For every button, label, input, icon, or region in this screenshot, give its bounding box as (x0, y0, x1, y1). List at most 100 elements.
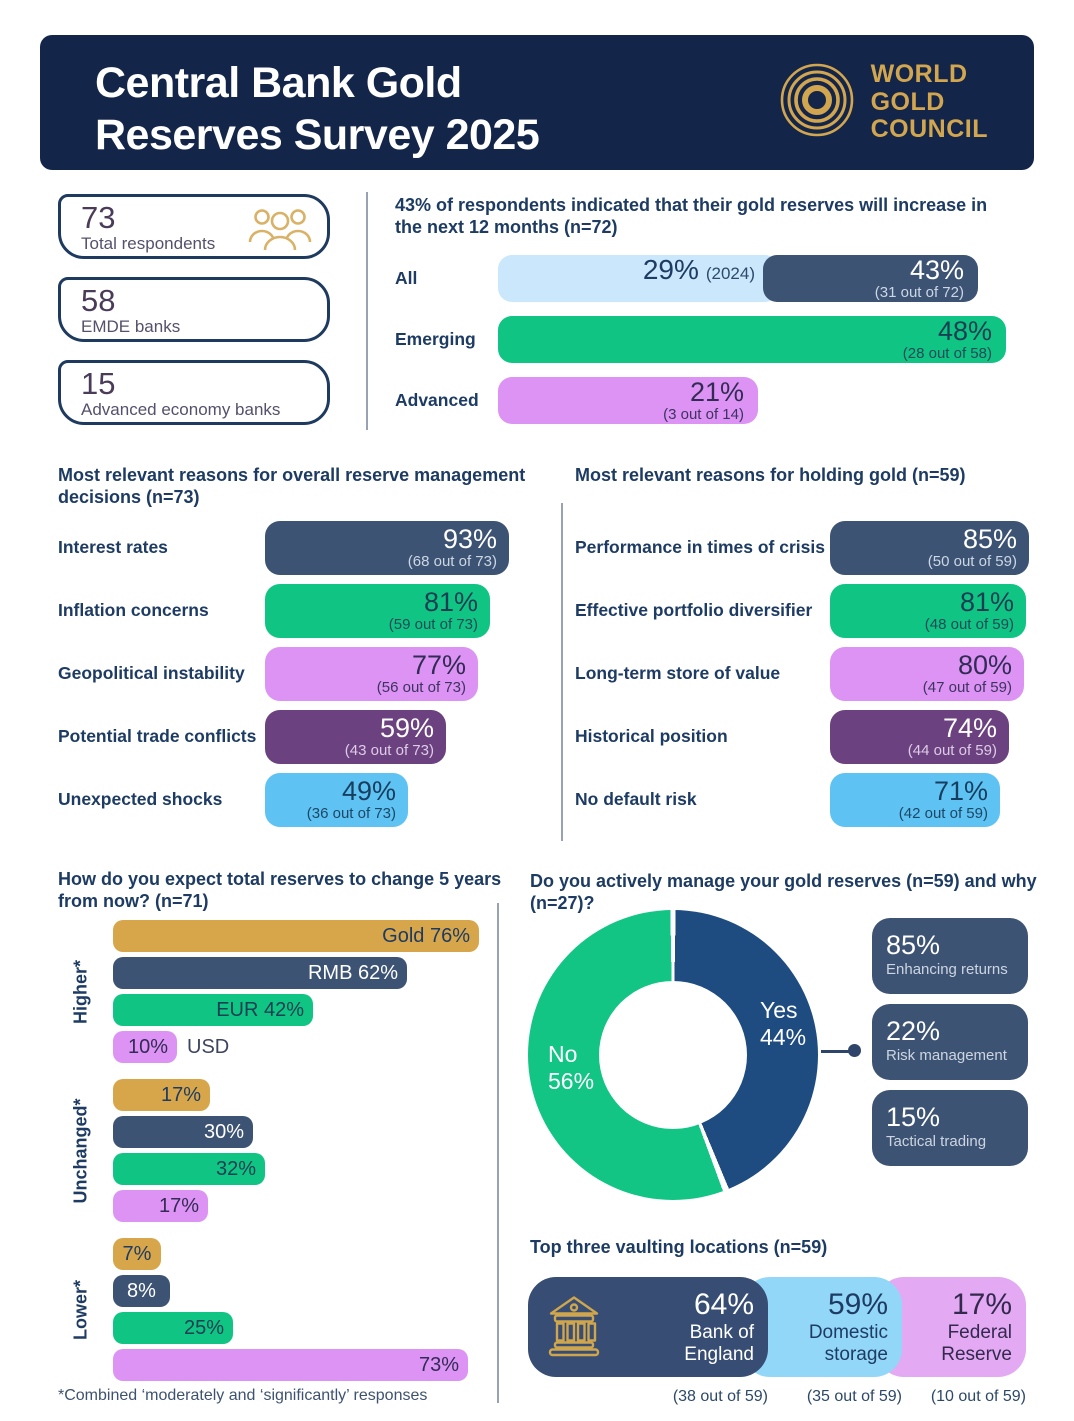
reason-row: Performance in times of crisis 85% (50 o… (575, 521, 1035, 575)
stat-value: 15 (81, 366, 116, 401)
five-year-bar-row: 17% (113, 1079, 500, 1111)
divider-middle (561, 503, 563, 841)
five-year-bar: 73% (113, 1349, 468, 1381)
segment-detail: (28 out of 58) (902, 345, 992, 363)
increase-row-label: Emerging (395, 329, 476, 349)
segment-percent: 43% (909, 254, 964, 285)
donut-connector-dot (848, 1044, 861, 1057)
increase-row-label: All (395, 268, 418, 288)
reason-row: Interest rates 93% (68 out of 73) (58, 521, 530, 575)
five-year-bar-row: Gold 76% (113, 920, 500, 952)
reason-bar: 49% (36 out of 73) (265, 773, 408, 827)
bar-detail: (36 out of 73) (306, 805, 396, 823)
vault-count: (35 out of 59) (806, 1388, 902, 1405)
reason-row: Unexpected shocks 49% (36 out of 73) (58, 773, 530, 827)
bank-icon (544, 1293, 604, 1362)
reason-label: Historical position (575, 726, 728, 747)
five-year-bar: 32% (113, 1153, 265, 1185)
segment-detail: (2024) (705, 264, 755, 283)
yes-percent: 44% (760, 1024, 807, 1050)
bar-percent: 93% (442, 523, 497, 554)
bar-value-label: 17% (158, 1194, 199, 1217)
reason-bar: 59% (43 out of 73) (265, 710, 446, 764)
reason-bar: 93% (68 out of 73) (265, 521, 509, 575)
reason-label: No default risk (575, 789, 697, 810)
five-year-bar: 8% (113, 1275, 170, 1307)
reserve-reasons-title: Most relevant reasons for overall reserv… (58, 464, 563, 508)
divider-bottom (497, 903, 499, 1403)
reason-label: Performance in times of crisis (575, 537, 825, 558)
group-label: Unchanged* (70, 1097, 91, 1204)
five-year-title-line1: How do you expect total reserves to chan… (58, 869, 502, 889)
vault-segment: 17% Federal Reserve (876, 1277, 1026, 1377)
group-label: Higher* (70, 959, 91, 1024)
five-year-bar: EUR 42% (113, 994, 313, 1026)
bar-detail: (56 out of 73) (376, 679, 466, 697)
five-year-bar: RMB 62% (113, 957, 407, 989)
manage-title: Do you actively manage your gold reserve… (530, 870, 1065, 914)
increase-bar-area: 48% (28 out of 58) (498, 316, 1008, 363)
segment-percent: 29% (642, 254, 699, 285)
five-year-bar-row: 25% (113, 1312, 500, 1344)
five-year-bar-row: 30% (113, 1116, 500, 1148)
reason-label: Inflation concerns (58, 600, 209, 621)
bar-value-label: 7% (122, 1242, 152, 1265)
stat-label: EMDE banks (81, 317, 181, 337)
vault-location-label: Bank of England (684, 1322, 754, 1366)
reserve-reasons-chart: Interest rates 93% (68 out of 73) Inflat… (58, 521, 530, 836)
bar-value-label: 10% (127, 1035, 168, 1058)
reason-bar: 85% (50 out of 59) (830, 521, 1029, 575)
increase-bar-area: 29% (2024) 43% (31 out of 72) (498, 255, 1008, 302)
bar-detail: (68 out of 73) (407, 553, 497, 571)
bar-value-label: 30% (203, 1120, 244, 1143)
yes-text: Yes (760, 997, 798, 1023)
five-year-title: How do you expect total reserves to chan… (58, 868, 508, 912)
gold-reasons-chart: Performance in times of crisis 85% (50 o… (575, 521, 1035, 836)
increase-row: Advanced 21% (3 out of 14) (395, 377, 1010, 424)
bar-percent: 81% (959, 586, 1014, 617)
page-title-line2: Reserves Survey 2025 (95, 111, 540, 160)
vault-location-label: Federal Reserve (941, 1322, 1012, 1366)
bar-value-label: EUR 42% (216, 998, 304, 1021)
reason-bar-area: 81% (59 out of 73) (265, 584, 530, 638)
reason-bar: 81% (59 out of 73) (265, 584, 490, 638)
bar-percent: 77% (411, 649, 466, 680)
increase-bar-segment: 43% (31 out of 72) (763, 255, 978, 302)
five-year-bar-row: EUR 42% (113, 994, 500, 1026)
segment-percent: 21% (689, 376, 744, 407)
manage-reason-box: 15% Tactical trading (872, 1090, 1028, 1166)
increase-title-line2: the next 12 months (n=72) (395, 217, 618, 237)
bar-detail: (42 out of 59) (898, 805, 988, 823)
bar-percent: 85% (962, 523, 1017, 554)
increase-title-line1: 43% of respondents indicated that their … (395, 195, 988, 215)
increase-row: Emerging 48% (28 out of 58) (395, 316, 1010, 363)
bar-percent: 59% (379, 712, 434, 743)
group-bars: 17% 30% 32% (113, 1079, 500, 1222)
group-label: Lower* (70, 1279, 91, 1340)
reason-bar-area: 81% (48 out of 59) (830, 584, 1035, 638)
donut-hole (599, 981, 747, 1129)
reason-row: Effective portfolio diversifier 81% (48 … (575, 584, 1035, 638)
reason-label: Effective portfolio diversifier (575, 600, 813, 621)
logo-word-gold: GOLD (870, 87, 945, 116)
respondent-stats: 73 Total respondents 58 EMDE banks (58, 194, 330, 443)
stat-label: Total respondents (81, 234, 216, 254)
segment-detail: (3 out of 14) (663, 406, 744, 424)
reserve-title-line1: Most relevant reasons for overall reserv… (58, 465, 526, 485)
bar-value-label: 73% (418, 1353, 459, 1376)
segment-percent: 48% (937, 315, 992, 346)
bar-detail: (50 out of 59) (927, 553, 1017, 571)
five-year-bar-row: 17% (113, 1190, 500, 1222)
reason-row: Potential trade conflicts 59% (43 out of… (58, 710, 530, 764)
reason-bar: 81% (48 out of 59) (830, 584, 1026, 638)
segment-detail: (31 out of 72) (874, 284, 964, 302)
bar-percent: 71% (933, 775, 988, 806)
no-percent: 56% (548, 1068, 595, 1094)
reason-label: Risk management (886, 1047, 1007, 1065)
bar-value-label: 32% (215, 1157, 256, 1180)
reason-percent: 85% (886, 930, 941, 960)
manage-title-line2: (n=27)? (530, 893, 595, 913)
five-year-bar-row: 73% (113, 1349, 500, 1381)
bar-outside-label: USD (187, 1035, 230, 1058)
